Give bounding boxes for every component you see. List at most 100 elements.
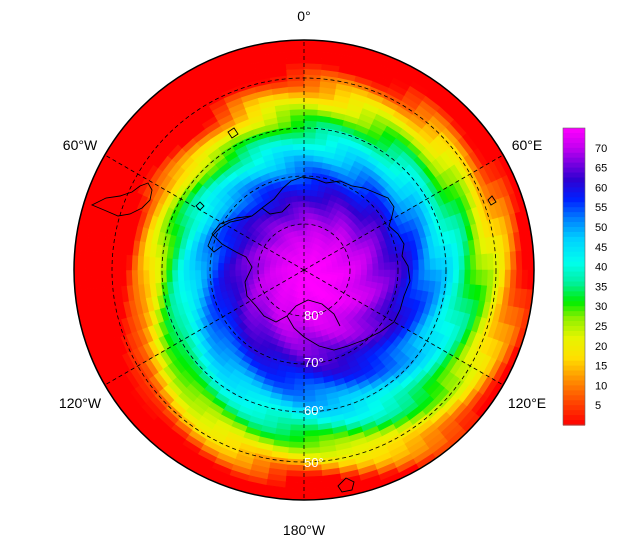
field-cell [435,269,443,283]
field-cell [182,259,190,271]
field-cell [102,252,110,271]
colorbar-frame [562,127,586,426]
field-cell [234,263,242,271]
field-cell [292,143,305,151]
field-cell [303,166,314,173]
colorbar-block [563,261,585,268]
colorbar-gradient [563,128,585,426]
field-cell [286,68,305,76]
field-cell [205,261,213,271]
colorbar-tick-label: 10 [595,380,607,392]
ronne-ice-shelf-edge [261,203,291,215]
colorbar-block [563,152,585,159]
field-cell [293,378,305,386]
field-cell [303,97,320,105]
field-cell [481,269,489,287]
colorbar-block [563,390,585,396]
field-cell [303,148,315,156]
field-cell [290,114,305,122]
colorbar-block [563,345,585,352]
field-cell [85,250,93,271]
field-cell [194,260,202,271]
colorbar-tick-label: 50 [595,222,607,234]
graticule [104,40,504,500]
field-cell [303,189,312,196]
field-cell [303,424,319,432]
field-cell [348,260,356,267]
field-cell [303,447,321,455]
field-cell [303,441,320,449]
field-cell [113,269,122,287]
field-cell [355,269,362,276]
field-cell [372,263,380,271]
field-cell [205,269,213,279]
colorbar-block [563,415,585,421]
field-cell [303,372,314,380]
field-cell [423,258,431,271]
colorbar-block [563,340,585,347]
field-cell [288,97,305,105]
field-cell [303,79,321,88]
field-cell [492,252,500,271]
field-cell [240,269,248,276]
colorbar-block [563,197,585,203]
field-cell [303,154,315,162]
field-cell [293,154,305,162]
field-cell [300,235,305,242]
latitude-label-60: 60° [304,403,324,418]
field-cell [228,269,236,277]
colorbar-block [563,370,585,377]
field-cell [360,258,368,266]
colorbar-block [563,400,585,406]
colorbar-block [563,231,585,238]
field-cell [125,254,133,271]
field-cell [452,269,460,284]
island-coastline [337,477,355,493]
coastlines [90,127,497,493]
field-cell [240,264,248,271]
colorbar-block [563,246,585,253]
colorbar-block [563,182,585,188]
field-cell [401,260,408,271]
field-cell [295,355,305,363]
field-cell [136,255,144,271]
longitude-label-60w: 60°W [63,137,98,153]
field-cell [303,102,319,110]
colorbar-tick-label: 20 [595,341,607,353]
field-cell [292,389,305,397]
field-cell [349,265,357,271]
colorbar-tick-label: 15 [595,361,607,373]
field-cell [291,125,305,133]
colorbar-tick-label: 40 [595,262,607,274]
field-cell [308,326,316,334]
field-cell [148,269,156,284]
field-cell [418,259,426,271]
field-cell [131,254,139,271]
field-cell [303,143,316,151]
field-cell [303,160,314,168]
field-cell [527,249,534,271]
colorbar-tick-label: 60 [595,182,607,194]
field-cell [464,255,472,271]
colorbar-block [563,137,585,144]
field-cell [257,269,265,275]
ross-ice-shelf-edge [286,299,341,327]
field-cell [289,102,305,110]
field-cell [395,261,403,271]
field-cell [290,120,305,128]
field-cell [165,257,173,271]
colorbar-block [563,256,585,263]
field-cell [74,269,81,291]
map-boundary [73,39,535,501]
field-cell [159,269,167,283]
field-cell [418,269,426,281]
field-cell [303,177,313,185]
field-cell [284,481,305,489]
field-cell [303,200,311,208]
antarctica-coastline [211,176,411,351]
field-cell [481,253,489,271]
meridian-line [104,269,305,386]
colorbar-block [563,405,585,411]
field-cell [475,269,483,286]
field-cell [309,331,317,340]
